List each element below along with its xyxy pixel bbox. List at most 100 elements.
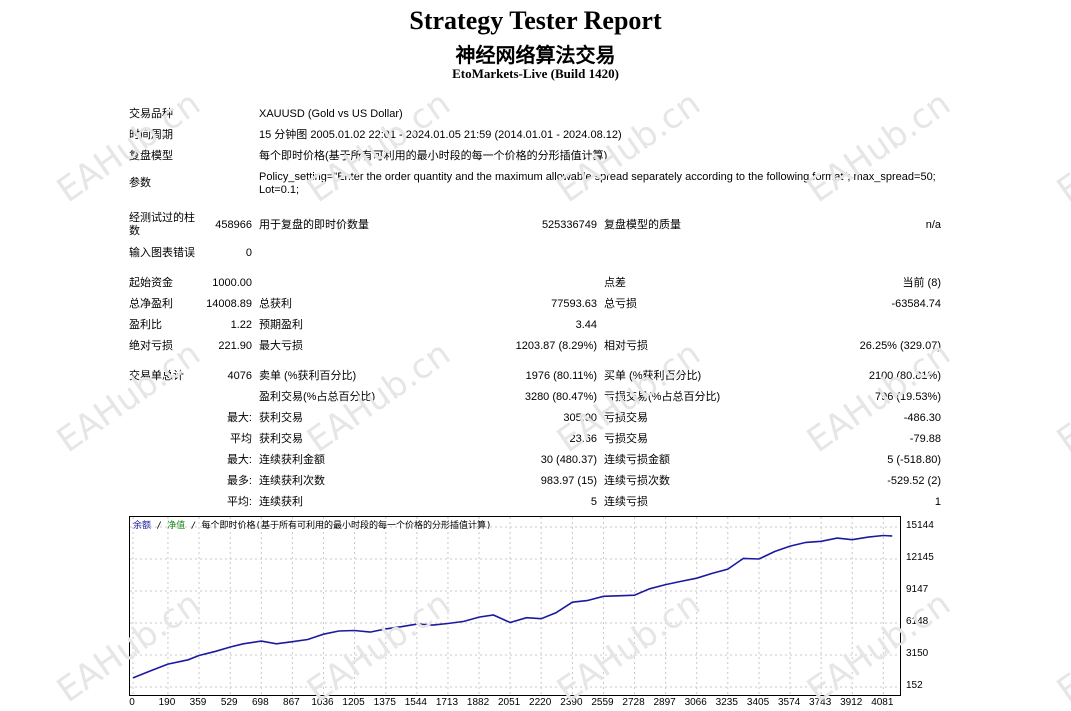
loss-trades-value: 796 (19.53%) xyxy=(874,391,941,403)
period-label: 时间周期 xyxy=(129,129,173,141)
net-profit-label: 总净盈利 xyxy=(129,298,173,310)
maximal-loss-label: 连续亏损次数 xyxy=(604,475,670,487)
x-tick-label: 3743 xyxy=(809,697,832,708)
total-trades-label: 交易单总计 xyxy=(129,370,184,382)
x-tick-label: 529 xyxy=(220,697,238,708)
symbol-label: 交易品种 xyxy=(129,108,173,120)
x-tick-label: 3912 xyxy=(840,697,863,708)
legend-equity: 净值 xyxy=(167,521,186,531)
average-loss-label: 亏损交易 xyxy=(604,433,648,445)
x-tick-label: 1713 xyxy=(435,697,459,708)
quality-value: n/a xyxy=(925,219,941,231)
max-consecutive-win-label: 连续获利金额 xyxy=(259,454,325,466)
x-tick-label: 3405 xyxy=(746,697,770,708)
expected-payoff-label: 预期盈利 xyxy=(259,319,303,331)
largest-win-value: 305.00 xyxy=(563,412,597,424)
abs-drawdown-label: 绝对亏损 xyxy=(129,340,173,352)
spread-value: 当前 (8) xyxy=(902,277,942,289)
y-tick-label: 12145 xyxy=(906,552,934,563)
quality-label: 复盘模型的质量 xyxy=(604,219,681,231)
profit-factor-label: 盈利比 xyxy=(129,319,162,331)
average-consecutive-win-label: 连续获利 xyxy=(259,496,303,508)
x-tick-label: 3235 xyxy=(715,697,738,708)
x-tick-label: 359 xyxy=(189,697,207,708)
y-tick-label: 3150 xyxy=(906,648,929,659)
report-title: Strategy Tester Report xyxy=(409,6,662,35)
rel-drawdown-label: 相对亏损 xyxy=(604,340,648,352)
report-subtitle: 神经网络算法交易 xyxy=(455,43,616,67)
gross-loss-value: -63584.74 xyxy=(891,298,941,310)
model-label: 复盘模型 xyxy=(129,150,173,162)
watermark-text: EAHub.cn xyxy=(1050,333,1071,461)
gross-loss-label: 总亏损 xyxy=(604,298,637,310)
long-trades-value: 2100 (80.81%) xyxy=(868,370,941,382)
average-consecutive-loss-label: 连续亏损 xyxy=(604,496,648,508)
params-line-1: Policy_setting="Enter the order quantity… xyxy=(259,171,936,183)
maximal-win-label: 连续获利次数 xyxy=(259,475,325,487)
legend-balance: 余额 xyxy=(133,521,152,531)
abs-drawdown-value: 221.90 xyxy=(218,340,252,352)
short-trades-value: 1976 (80.11%) xyxy=(525,370,597,382)
y-tick-label: 9147 xyxy=(906,584,929,595)
max-consecutive-loss-label: 连续亏损金额 xyxy=(604,454,670,466)
errors-label: 输入图表错误 xyxy=(129,247,195,259)
x-tick-label: 1375 xyxy=(373,697,396,708)
loss-trades-label: 亏损交易(%占总百分比) xyxy=(604,391,721,403)
average-consecutive-win-value: 5 xyxy=(590,496,597,508)
x-tick-label: 867 xyxy=(283,697,300,708)
y-tick-label: 152 xyxy=(906,680,923,691)
x-tick-label: 190 xyxy=(158,697,176,708)
gross-profit-label: 总获利 xyxy=(259,298,292,310)
server-build: EtoMarkets-Live (Build 1420) xyxy=(452,66,619,81)
average-consecutive-label: 平均: xyxy=(226,496,252,508)
long-trades-label: 买单 (%获利百分比) xyxy=(604,370,702,382)
x-tick-label: 3574 xyxy=(777,697,801,708)
period-row: 时间周期 15 分钟图 2005.01.02 22:01 - 2024.01.0… xyxy=(0,128,1071,146)
largest-win-label: 获利交易 xyxy=(259,412,303,424)
total-trades-value: 4076 xyxy=(227,370,252,382)
expected-payoff-value: 3.44 xyxy=(575,319,597,331)
errors-value: 0 xyxy=(245,247,252,259)
largest-loss-value: -486.30 xyxy=(903,412,941,424)
deposit-value: 1000.00 xyxy=(212,277,252,289)
net-profit-value: 14008.89 xyxy=(206,298,252,310)
symbol-value: XAUUSD (Gold vs US Dollar) xyxy=(259,108,403,120)
average-consecutive-loss-value: 1 xyxy=(934,496,941,508)
average-label: 平均 xyxy=(230,433,252,445)
bars-value: 458966 xyxy=(215,219,252,231)
watermark-text: EAHub.cn xyxy=(1050,583,1071,711)
period-value: 15 分钟图 2005.01.02 22:01 - 2024.01.05 21:… xyxy=(259,129,622,141)
balance-series-line xyxy=(132,534,893,679)
deposit-label: 起始资金 xyxy=(129,277,173,289)
bars-label-1: 经测试过的柱 xyxy=(129,212,195,224)
profit-trades-value: 3280 (80.47%) xyxy=(524,391,597,403)
chart-plot xyxy=(130,517,900,695)
x-tick-label: 0 xyxy=(129,697,135,708)
gross-profit-value: 77593.63 xyxy=(551,298,597,310)
symbol-row: 交易品种 XAUUSD (Gold vs US Dollar) xyxy=(0,107,1071,125)
model-row: 复盘模型 每个即时价格(基于所有可利用的最小时段的每一个价格的分形插值计算) xyxy=(0,149,1071,167)
x-tick-label: 2728 xyxy=(622,697,645,708)
profit-trades-label: 盈利交易(%占总百分比) xyxy=(259,391,376,403)
legend-rest: / 每个即时价格(基于所有可利用的最小时段的每一个价格的分形插值计算) xyxy=(185,521,492,531)
average-win-label: 获利交易 xyxy=(259,433,303,445)
short-trades-label: 卖单 (%获利百分比) xyxy=(259,370,357,382)
x-tick-label: 2051 xyxy=(497,697,521,708)
profit-factor-value: 1.22 xyxy=(230,319,252,331)
max-consecutive-loss-value: 5 (-518.80) xyxy=(887,454,941,466)
average-win-value: 23.66 xyxy=(569,433,597,445)
max-drawdown-label: 最大亏损 xyxy=(259,340,303,352)
bars-label-2: 数 xyxy=(129,225,140,237)
ticks-label: 用于复盘的即时价数量 xyxy=(259,219,369,231)
params-line-2: Lot=0.1; xyxy=(259,184,300,196)
model-value: 每个即时价格(基于所有可利用的最小时段的每一个价格的分形插值计算) xyxy=(259,150,608,162)
chart-legend: 余额 / 净值 / 每个即时价格(基于所有可利用的最小时段的每一个价格的分形插值… xyxy=(133,518,491,531)
x-tick-label: 1205 xyxy=(342,697,365,708)
x-tick-label: 3066 xyxy=(684,697,707,708)
maximal-label: 最多: xyxy=(226,475,252,487)
x-tick-label: 2220 xyxy=(529,697,552,708)
x-tick-label: 1882 xyxy=(466,697,490,708)
x-tick-label: 2897 xyxy=(653,697,676,708)
x-tick-label: 698 xyxy=(251,697,269,708)
average-loss-value: -79.88 xyxy=(909,433,941,445)
